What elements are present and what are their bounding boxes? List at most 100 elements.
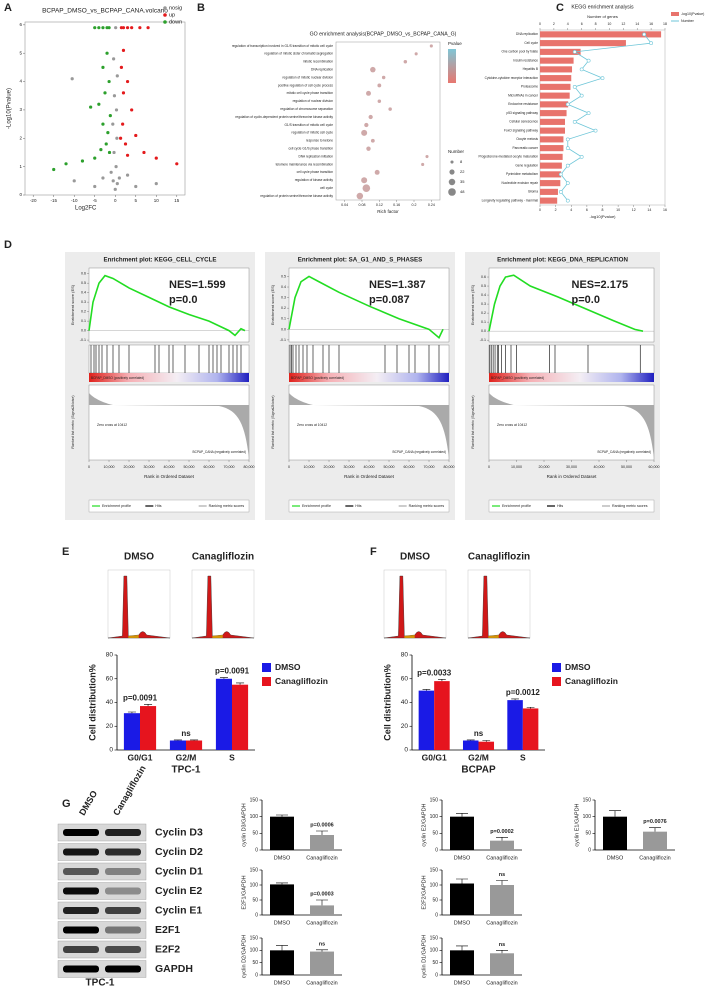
x-tick-label: 12 [632,208,636,212]
x2-tick-label: 14 [635,22,639,26]
category-label: DMSO [454,980,471,986]
es-line [288,275,444,340]
x-tick-label: 16 [663,208,667,212]
point [72,179,76,183]
legend-label: nosig [169,5,182,11]
legend-label: -log10(Pvalue) [681,12,704,16]
dot [403,60,408,64]
point [134,184,138,189]
panel-label: G [62,798,71,810]
y-tick-label: 3 [19,107,22,112]
blot-band [105,868,141,875]
blot-band [63,926,99,934]
x-tick-label: 60,000 [649,465,660,469]
category-label: S [229,752,235,762]
dot [361,129,368,136]
point [146,26,150,30]
point [101,122,105,126]
category-label: G1/S transition of mitotic cell cycle [284,123,333,127]
bar [540,110,567,117]
category-label: Pancreatic cancer [512,146,538,150]
plot-frame [335,41,441,201]
y-axis-label: Enrichment score (ES) [470,284,475,325]
category-label: G0/G1 [127,752,152,762]
panel-label: F [370,546,377,558]
error-bar [456,878,468,884]
x-tick-label: 6 [586,208,588,212]
y-tick-label: 150 [430,935,439,941]
category-label: DMSO [454,920,471,926]
pos-label: BCPAP_DMSO (positively correlated) [291,376,344,380]
y-axis-label: cyclin D3/GAPDH [241,803,247,846]
y-tick-label: 150 [250,797,259,803]
category-label: Canagliflozin [486,980,518,986]
y-tick-label: 0.4 [281,285,286,289]
y-tick-label: 0.0 [81,329,86,333]
category-label: positive regulation of cell cycle proces… [278,83,334,87]
point [114,108,119,112]
legend-label: DMSO [275,662,301,672]
color-legend [448,49,456,83]
y-tick-label: 0 [588,847,591,853]
error-bar [316,830,328,835]
y-tick-label: 0 [404,747,408,754]
y-tick-label: 0 [109,747,113,754]
legend-label: down [169,19,182,25]
dot [421,162,425,167]
x-tick-label: 30,000 [144,465,155,469]
zero-cross-label: Zero cross at 10412 [97,423,127,427]
y-tick-label: 80 [401,652,409,659]
panel-label: C [556,2,564,14]
x-axis-label: Rank in Ordered Dataset [547,474,598,479]
category-label: Canagliflozin [486,855,518,861]
hits-frame [288,344,450,374]
x-tick-label: 5 [135,198,138,203]
blot-strip [57,843,147,861]
y-tick-label: 150 [430,797,439,803]
legend-label: Canagliflozin [275,676,328,686]
y-tick-label: 50 [252,897,258,903]
error-bar [649,827,661,832]
x-tick-label: 0.24 [428,203,435,207]
size-legend-marker [448,188,456,196]
dot [362,184,371,192]
y-tick-label: 0.1 [81,319,86,323]
category-label: DMSO [274,920,291,926]
x-tick-label: 50,000 [621,465,632,469]
dot [366,90,371,96]
legend-marker [163,13,167,17]
blot-band [105,829,141,836]
bar [310,835,334,850]
y-tick-label: 0.3 [281,296,286,300]
category-label: FoxO signaling pathway [504,128,538,132]
y-tick-label: 50 [432,960,438,966]
flow-title: Canagliflozin [468,552,530,563]
bar [215,678,232,750]
error-bar [496,880,508,885]
line-point [565,163,570,168]
flow-frame [467,569,531,639]
annotation: p=0.0003 [310,891,333,897]
error-bar [127,711,136,714]
category-label: MicroRNAs in cancer [508,93,539,97]
x-tick-label: 2 [555,208,557,212]
point [154,156,158,160]
point [101,176,105,180]
x-tick-label: 20,000 [539,465,550,469]
bar [310,951,334,975]
point [93,184,97,189]
x-tick-label: -15 [50,198,57,203]
legend-label: Enrichment profile [102,504,131,508]
category-label: Proteasome [521,85,538,89]
zero-cross-label: Zero cross at 10412 [497,423,527,427]
blot-protein-label: Cyclin E2 [155,885,202,897]
plot-frame [488,267,655,343]
error-bar [236,682,245,685]
legend-marker [552,677,561,686]
plot-frame [24,21,186,196]
point [113,187,117,191]
point [52,167,56,172]
point [105,51,109,55]
error-bar [316,899,328,906]
bar [540,197,558,204]
